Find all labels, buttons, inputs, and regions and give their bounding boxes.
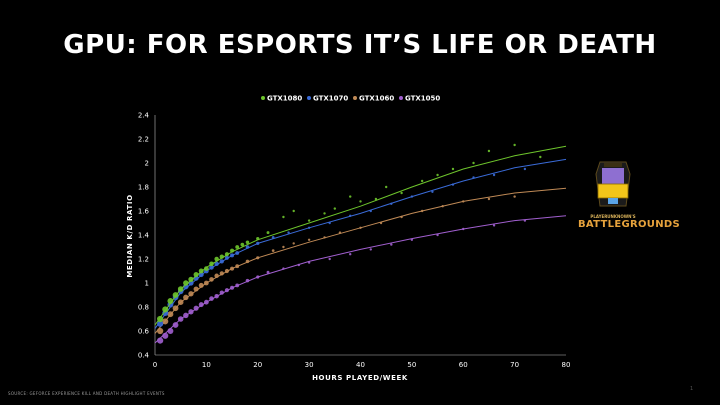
- data-point: [172, 322, 179, 328]
- data-point: [307, 238, 311, 241]
- x-tick-label: 60: [459, 361, 468, 369]
- data-point: [235, 245, 240, 249]
- data-point: [451, 167, 455, 171]
- x-tick-label: 30: [305, 361, 314, 369]
- data-point: [193, 272, 199, 278]
- fortnite-battle-royale-logo: [595, 161, 631, 207]
- data-point: [167, 298, 174, 304]
- page-number: 1: [690, 386, 694, 392]
- legend-marker: [307, 96, 311, 100]
- legend-marker: [261, 96, 265, 100]
- y-axis: 0.4 0.6 0.8 1 1.2 1.4 1.6 1.8 2 2.2 2.4: [138, 112, 156, 360]
- data-point: [292, 209, 295, 213]
- data-point: [198, 282, 204, 288]
- legend-marker: [399, 96, 403, 100]
- data-point: [328, 257, 331, 261]
- y-tick-label: 0.6: [138, 328, 150, 336]
- y-axis-title: MEDIAN K/D RATIO: [126, 194, 134, 277]
- data-point: [431, 190, 434, 193]
- data-point: [436, 173, 439, 177]
- source-note: SOURCE: GEFORCE EXPERIENCE KILL AND DEAT…: [8, 391, 165, 396]
- data-point: [420, 179, 424, 183]
- data-point: [183, 294, 189, 301]
- x-tick-label: 20: [253, 361, 262, 369]
- y-tick-label: 1.8: [138, 184, 149, 192]
- series-layer: [154, 143, 567, 344]
- y-tick-label: 2: [145, 160, 149, 168]
- y-tick-label: 1.6: [138, 208, 150, 216]
- data-point: [349, 195, 352, 198]
- y-tick-label: 1: [145, 280, 149, 288]
- data-point: [523, 167, 527, 171]
- data-point: [539, 155, 542, 159]
- data-point: [188, 276, 194, 283]
- series-gtx1050: [154, 215, 567, 344]
- slide-title: GPU: FOR ESPORTS IT’S LIFE OR DEATH: [63, 30, 657, 60]
- trend-line: [154, 158, 567, 329]
- y-tick-label: 1.4: [138, 232, 150, 240]
- x-tick-label: 40: [356, 361, 365, 369]
- data-point: [384, 185, 388, 189]
- x-axis: 0 10 20 30 40 50 60 70 80: [153, 354, 571, 369]
- legend-label: GTX1070: [313, 95, 348, 103]
- y-tick-label: 2.2: [138, 136, 149, 144]
- data-point: [349, 253, 352, 256]
- x-tick-label: 70: [510, 361, 519, 369]
- data-point: [183, 280, 189, 286]
- data-point: [307, 219, 311, 222]
- data-point: [271, 249, 275, 252]
- x-tick-label: 0: [153, 361, 157, 369]
- data-point: [374, 197, 378, 201]
- data-point: [203, 266, 209, 271]
- y-tick-label: 0.4: [138, 352, 150, 360]
- data-point: [390, 243, 393, 246]
- data-point: [513, 195, 516, 198]
- trend-line: [154, 215, 567, 344]
- y-tick-label: 2.4: [138, 112, 150, 120]
- data-point: [472, 161, 475, 165]
- data-point: [240, 242, 245, 247]
- data-point: [400, 191, 403, 195]
- legend-label: GTX1050: [405, 95, 440, 103]
- data-point: [282, 245, 285, 249]
- chart-legend: GTX1080 GTX1070 GTX1060 GTX1050: [261, 95, 440, 103]
- x-axis-title: HOURS PLAYED/WEEK: [312, 374, 408, 382]
- legend-marker: [353, 96, 357, 100]
- data-point: [287, 231, 290, 234]
- data-point: [369, 248, 372, 251]
- data-point: [492, 224, 496, 227]
- trend-line: [154, 187, 567, 334]
- x-tick-label: 10: [202, 361, 211, 369]
- x-tick-label: 80: [562, 361, 571, 369]
- data-point: [513, 143, 516, 147]
- data-point: [245, 240, 250, 244]
- data-point: [487, 149, 491, 153]
- series-gtx1060: [154, 187, 567, 335]
- data-point: [266, 270, 270, 274]
- pubg-logo: PLAYERUNKNOWN'S BATTLEGROUNDS: [578, 214, 680, 230]
- series-gtx1080: [154, 143, 567, 326]
- data-point: [323, 212, 326, 215]
- series-gtx1070: [154, 158, 567, 329]
- data-point: [157, 320, 164, 327]
- y-tick-label: 0.8: [138, 304, 149, 312]
- data-point: [333, 207, 337, 210]
- data-point: [492, 173, 496, 177]
- data-point: [359, 200, 362, 203]
- data-point: [487, 197, 491, 201]
- pubg-logo-title: BATTLEGROUNDS: [578, 219, 680, 230]
- pubg-logo-subtitle: PLAYERUNKNOWN'S: [590, 214, 636, 219]
- data-point: [157, 327, 164, 335]
- legend-label: GTX1080: [267, 95, 302, 103]
- data-point: [266, 231, 270, 235]
- legend-label: GTX1060: [359, 95, 394, 103]
- y-tick-label: 1.2: [138, 256, 149, 264]
- x-tick-label: 50: [407, 361, 416, 369]
- data-point: [282, 215, 285, 219]
- trend-line: [154, 145, 567, 326]
- data-point: [292, 242, 295, 245]
